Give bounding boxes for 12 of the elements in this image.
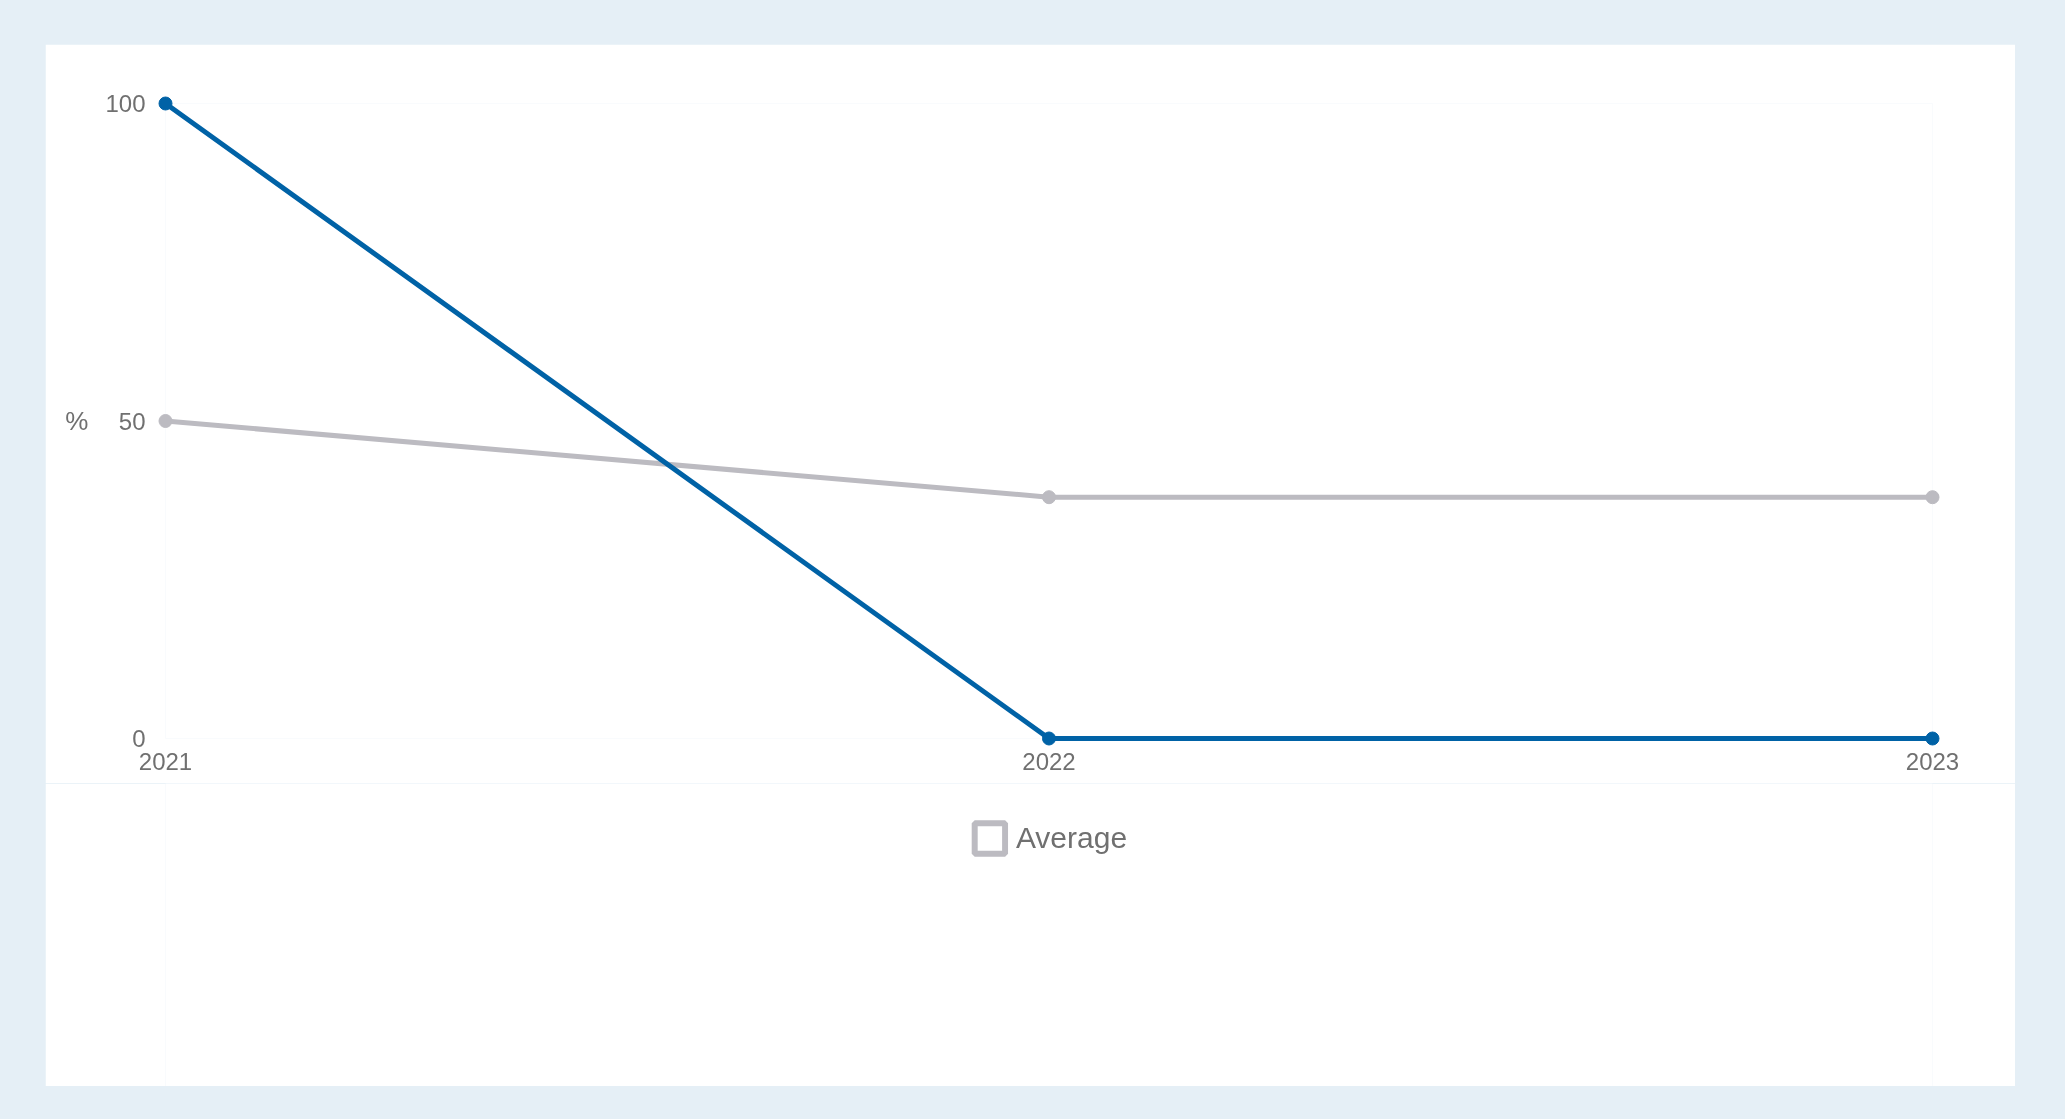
legend-label: Average xyxy=(1015,821,1128,855)
x-tick-label: 2023 xyxy=(1905,747,1960,775)
point xyxy=(158,414,173,428)
point xyxy=(1042,490,1056,505)
y-axis-title: % xyxy=(65,406,89,436)
x-tick-label: 2022 xyxy=(1022,747,1076,775)
point xyxy=(1925,490,1940,505)
point xyxy=(158,96,173,111)
y-tick-label: 50 xyxy=(118,407,146,435)
y-tick-label: 100 xyxy=(105,90,146,117)
point xyxy=(1042,731,1056,746)
point xyxy=(1925,731,1940,746)
